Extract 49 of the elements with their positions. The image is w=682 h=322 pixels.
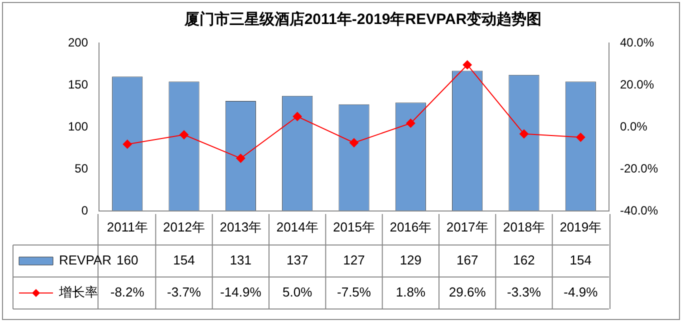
data-label: 5.0% [282, 284, 313, 300]
y-tick-label: 200 [68, 35, 88, 50]
y-tick-label: 50 [74, 161, 88, 176]
x-tick-label: 2019年 [560, 220, 602, 235]
data-label: 162 [513, 252, 535, 268]
data-label: 160 [116, 252, 138, 268]
x-tick-label: 2014年 [276, 220, 318, 235]
data-label: 154 [173, 252, 195, 268]
point [236, 154, 246, 163]
x-tick-label: 2011年 [106, 220, 148, 235]
y2-tick-label: 20.0% [620, 77, 654, 92]
chart-title: 厦门市三星级酒店2011年-2019年REVPAR变动趋势图 [183, 10, 542, 28]
data-label: 1.8% [396, 284, 426, 300]
data-label: 127 [343, 252, 365, 268]
data-label: 131 [230, 252, 252, 268]
data-label: -14.9% [220, 284, 262, 300]
data-label: -3.3% [507, 284, 542, 300]
y2-tick-label: 40.0% [620, 35, 654, 50]
point [350, 138, 358, 148]
point [180, 130, 189, 140]
point [292, 112, 302, 121]
data-label: 29.6% [448, 284, 486, 300]
x-tick-label: 2013年 [220, 220, 262, 235]
data-label: -7.5% [337, 284, 372, 300]
point [406, 118, 416, 128]
y-tick-label: 150 [68, 77, 88, 92]
data-label: 129 [400, 252, 422, 268]
legend-label: 增长率 [58, 284, 98, 300]
x-tick-label: 2018年 [503, 220, 545, 235]
x-tick-label: 2016年 [390, 220, 432, 235]
y2-tick-label: -20.0% [620, 161, 658, 176]
data-label: -8.2% [110, 284, 145, 300]
legend-label: REVPAR [59, 252, 112, 268]
data-label: -4.9% [564, 284, 598, 300]
y-tick-label: 0 [81, 203, 88, 218]
point [576, 132, 586, 142]
point [519, 129, 528, 138]
data-label: -3.7% [167, 284, 202, 300]
y2-tick-label: -40.0% [620, 203, 658, 218]
x-tick-label: 2012年 [163, 220, 205, 235]
y-tick-label: 100 [68, 119, 88, 134]
data-label: 154 [570, 252, 592, 268]
x-tick-label: 2015年 [333, 220, 375, 235]
data-label: 167 [456, 252, 478, 268]
point [462, 60, 472, 70]
x-tick-label: 2017年 [446, 220, 488, 235]
y2-tick-label: 0.0% [620, 119, 648, 134]
point [122, 140, 132, 149]
data-label: 137 [286, 252, 308, 268]
